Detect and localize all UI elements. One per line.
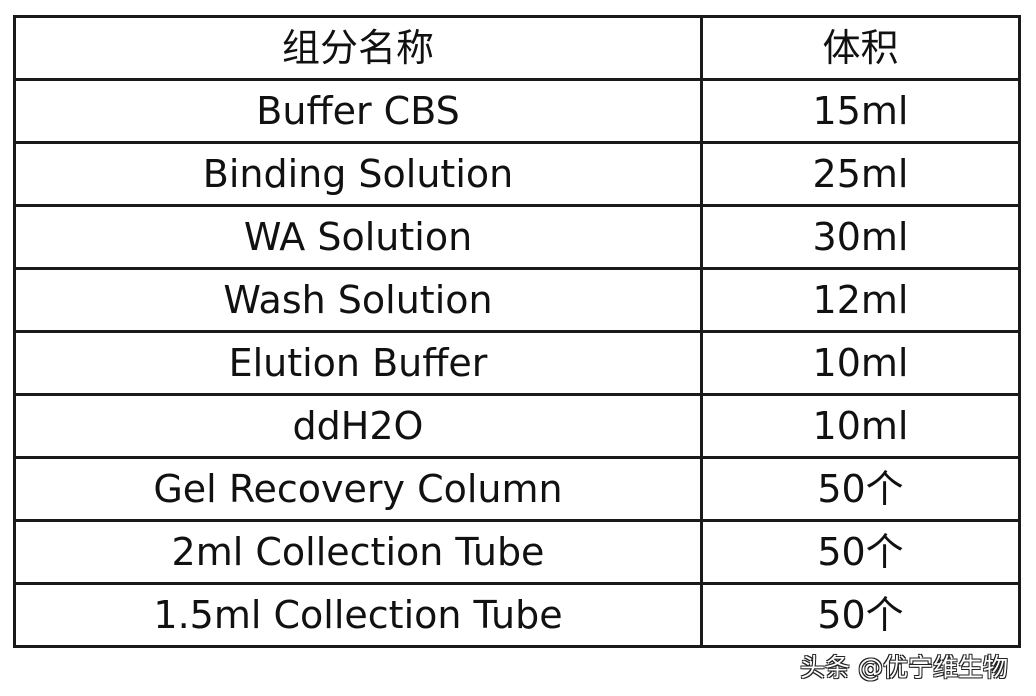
component-name: ddH2O [13,393,703,459]
header-row: 组分名称 体积 [13,15,1021,81]
component-volume: 10ml [700,393,1021,459]
component-name: 1.5ml Collection Tube [13,582,703,648]
component-volume: 25ml [700,141,1021,207]
components-table: 组分名称 体积 Buffer CBS 15ml Binding Solution 25… [13,15,1021,648]
table-row: Wash Solution 12ml [13,267,1021,333]
component-volume: 15ml [700,78,1021,144]
component-volume: 30ml [700,204,1021,270]
component-volume: 50个 [700,582,1021,648]
component-name: Wash Solution [13,267,703,333]
table-row: 1.5ml Collection Tube 50个 [13,582,1021,648]
component-name: Elution Buffer [13,330,703,396]
watermark: 头条 @优宁维生物 [800,653,1008,682]
component-name: WA Solution [13,204,703,270]
component-volume: 50个 [700,456,1021,522]
header-volume: 体积 [700,15,1021,81]
table-row: 2ml Collection Tube 50个 [13,519,1021,585]
component-name: Gel Recovery Column [13,456,703,522]
component-volume: 10ml [700,330,1021,396]
table-row: Binding Solution 25ml [13,141,1021,207]
component-volume: 12ml [700,267,1021,333]
table-row: Buffer CBS 15ml [13,78,1021,144]
table-row: Elution Buffer 10ml [13,330,1021,396]
table-row: WA Solution 30ml [13,204,1021,270]
component-volume: 50个 [700,519,1021,585]
header-component-name: 组分名称 [13,15,703,81]
component-name: 2ml Collection Tube [13,519,703,585]
component-name: Buffer CBS [13,78,703,144]
table-row: Gel Recovery Column 50个 [13,456,1021,522]
table-row: ddH2O 10ml [13,393,1021,459]
component-name: Binding Solution [13,141,703,207]
